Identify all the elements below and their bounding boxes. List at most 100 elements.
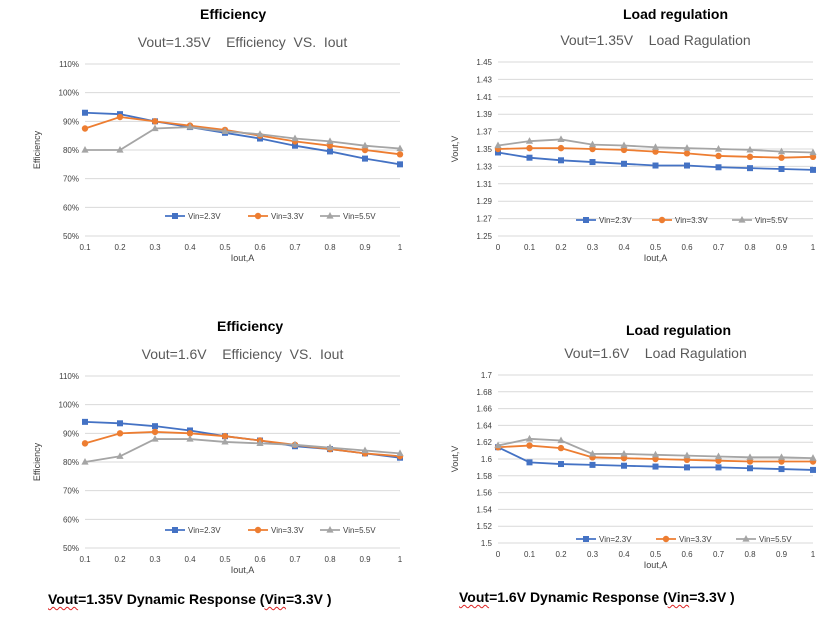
data-point bbox=[715, 464, 722, 471]
data-point bbox=[683, 144, 691, 151]
data-point bbox=[620, 449, 628, 457]
data-point bbox=[326, 142, 334, 149]
data-point bbox=[151, 124, 159, 132]
data-point bbox=[81, 125, 89, 132]
chart-svg: Vout=1.6V Load Ragulation 1.5 1.52 1.54 1.56… bbox=[450, 345, 817, 570]
x-tick-label: 0.1 bbox=[524, 550, 536, 559]
y-tick-label: 1.62 bbox=[476, 438, 492, 447]
data-point bbox=[82, 109, 88, 116]
data-point bbox=[558, 461, 564, 468]
data-point bbox=[362, 155, 368, 162]
x-tick-label: 0.2 bbox=[114, 243, 126, 252]
chart-heading-load-regulation-2: Load regulation bbox=[626, 322, 731, 338]
legend-label: Vin=5.5V bbox=[759, 535, 792, 544]
legend-marker bbox=[326, 212, 334, 219]
efficiency-chart-1p35v: Vout=1.35V Efficiency VS. Iout 50% 60% 70% 8… bbox=[30, 30, 415, 270]
data-point bbox=[746, 458, 754, 465]
x-tick-label: 0.1 bbox=[524, 243, 536, 252]
data-point bbox=[526, 459, 533, 466]
x-tick-label: 1 bbox=[398, 243, 403, 252]
chart-heading-efficiency-1: Efficiency bbox=[200, 6, 267, 22]
series-line bbox=[84, 430, 401, 458]
legend-marker bbox=[583, 536, 589, 542]
x-tick-label: 0.8 bbox=[744, 243, 756, 252]
chart-svg: Vout=1.35V Load Ragulation 1.25 1.27 1.29 1.… bbox=[450, 32, 817, 263]
y-tick-label: 70% bbox=[63, 175, 79, 184]
y-tick-label: 1.35 bbox=[476, 145, 492, 154]
data-point bbox=[589, 159, 596, 166]
legend-marker bbox=[326, 526, 334, 533]
data-point bbox=[116, 113, 124, 121]
y-axis-label: Vout,V bbox=[450, 446, 460, 473]
y-tick-label: 1.58 bbox=[476, 472, 492, 481]
x-tick-label: 0.6 bbox=[254, 555, 266, 564]
x-tick-label: 0.4 bbox=[184, 243, 196, 252]
chart-svg: Vout=1.6V Efficiency VS. Iout 50% 60% 70% 80… bbox=[32, 346, 404, 575]
x-tick-label: 0.1 bbox=[79, 243, 91, 252]
data-point bbox=[186, 430, 194, 437]
legend-label: Vin=2.3V bbox=[599, 216, 632, 225]
data-point bbox=[652, 162, 659, 169]
y-tick-label: 1.64 bbox=[476, 421, 492, 430]
x-tick-label: 0.5 bbox=[219, 243, 231, 252]
data-point bbox=[186, 435, 194, 442]
x-tick-label: 0 bbox=[496, 550, 501, 559]
legend-marker bbox=[738, 216, 746, 223]
y-tick-label: 1.66 bbox=[476, 405, 492, 414]
x-axis-label: Iout,A bbox=[231, 253, 255, 263]
x-tick-label: 0.6 bbox=[681, 550, 693, 559]
data-point bbox=[778, 154, 785, 161]
data-point bbox=[621, 160, 627, 167]
data-point bbox=[526, 154, 533, 161]
x-tick-label: 0.6 bbox=[681, 243, 693, 252]
y-tick-label: 80% bbox=[63, 458, 79, 467]
y-tick-label: 1.6 bbox=[481, 455, 493, 464]
data-point bbox=[396, 449, 404, 456]
x-tick-label: 0.8 bbox=[324, 555, 336, 564]
x-tick-label: 1 bbox=[398, 555, 403, 564]
data-point bbox=[714, 145, 723, 152]
legend-label: Vin=5.5V bbox=[343, 526, 376, 535]
y-tick-label: 1.56 bbox=[476, 489, 492, 498]
chart-title: Vout=1.6V Load Ragulation bbox=[564, 345, 747, 361]
y-tick-label: 1.39 bbox=[476, 110, 492, 119]
legend-marker bbox=[583, 217, 589, 223]
data-point bbox=[116, 146, 124, 153]
data-point bbox=[652, 463, 659, 470]
dynamic-response-caption-1p35v: Vout=1.35V Dynamic Response (Vin=3.3V ) bbox=[48, 591, 332, 607]
x-axis-label: Iout,A bbox=[231, 565, 255, 575]
data-point bbox=[326, 137, 334, 144]
data-point bbox=[117, 420, 123, 427]
data-point bbox=[116, 452, 124, 459]
legend-label: Vin=2.3V bbox=[599, 535, 632, 544]
y-tick-label: 50% bbox=[63, 232, 79, 241]
data-point bbox=[221, 437, 229, 445]
legend-label: Vin=3.3V bbox=[679, 535, 712, 544]
x-tick-label: 0.7 bbox=[713, 243, 725, 252]
data-point bbox=[326, 443, 334, 451]
data-point bbox=[747, 165, 753, 172]
y-tick-label: 50% bbox=[63, 544, 79, 553]
data-point bbox=[684, 464, 690, 471]
y-tick-label: 100% bbox=[59, 89, 79, 98]
data-point bbox=[396, 144, 404, 152]
chart-title: Vout=1.35V Load Ragulation bbox=[560, 32, 750, 48]
data-point bbox=[714, 452, 723, 460]
data-point bbox=[715, 164, 722, 171]
data-point bbox=[526, 144, 533, 152]
data-point bbox=[809, 153, 817, 161]
data-point bbox=[361, 141, 369, 149]
x-tick-label: 0.9 bbox=[776, 243, 788, 252]
data-point bbox=[558, 157, 564, 164]
x-tick-label: 0 bbox=[496, 243, 501, 252]
data-point bbox=[777, 453, 786, 460]
data-point bbox=[810, 466, 816, 473]
x-tick-label: 0.9 bbox=[359, 555, 371, 564]
data-point bbox=[291, 440, 299, 448]
data-point bbox=[651, 450, 660, 458]
data-point bbox=[81, 146, 89, 153]
data-point bbox=[397, 161, 403, 168]
data-point bbox=[620, 141, 628, 149]
series-line bbox=[84, 111, 401, 166]
y-tick-label: 1.43 bbox=[476, 75, 492, 84]
